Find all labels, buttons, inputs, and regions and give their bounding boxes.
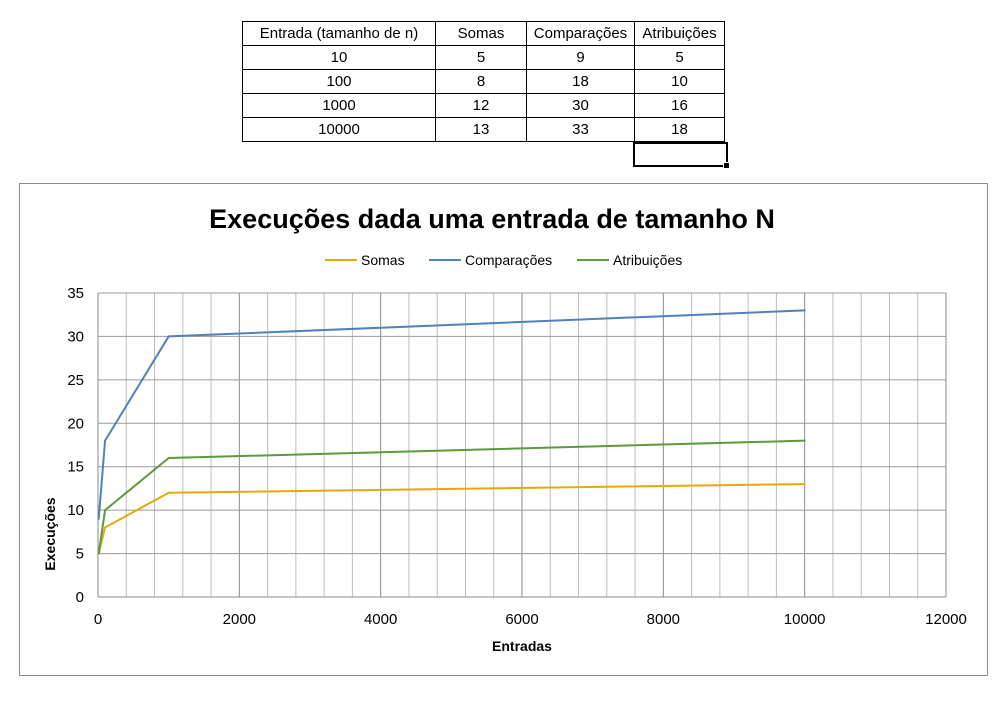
data-point[interactable]: [97, 517, 100, 520]
line-chart: Execuções dada uma entrada de tamanho N …: [42, 204, 967, 654]
table-cell[interactable]: 1000: [242, 93, 436, 118]
table-cell[interactable]: 8: [435, 69, 527, 94]
y-tick-label: 35: [67, 285, 84, 302]
y-tick-label: 30: [67, 328, 84, 345]
table-cell[interactable]: 33: [526, 117, 635, 142]
table-cell[interactable]: 30: [526, 93, 635, 118]
table-cell[interactable]: 12: [435, 93, 527, 118]
table-cell[interactable]: 16: [634, 93, 725, 118]
data-point[interactable]: [104, 526, 107, 529]
table-header-cell[interactable]: Atribuições: [634, 21, 725, 46]
table-row: 10 5 9 5: [242, 45, 725, 70]
table-header-cell[interactable]: Entrada (tamanho de n): [242, 21, 436, 46]
x-tick-label: 4000: [364, 611, 397, 628]
y-tick-label: 10: [67, 502, 84, 519]
x-axis-label: Entradas: [492, 638, 552, 654]
table-row: 100 8 18 10: [242, 69, 725, 94]
table-cell[interactable]: 13: [435, 117, 527, 142]
table-cell[interactable]: 5: [435, 45, 527, 70]
y-tick-label: 20: [67, 415, 84, 432]
legend-label: Atribuições: [613, 252, 682, 268]
y-tick-label: 0: [76, 589, 84, 606]
data-point[interactable]: [104, 439, 107, 442]
x-tick-label: 2000: [223, 611, 256, 628]
legend-label: Comparações: [465, 252, 552, 268]
data-table: Entrada (tamanho de n) Somas Comparações At…: [242, 21, 725, 142]
gridlines: [97, 292, 947, 598]
x-tick-label: 6000: [505, 611, 538, 628]
table-cell[interactable]: 10: [634, 69, 725, 94]
table-cell[interactable]: 18: [634, 117, 725, 142]
table-row: 1000 12 30 16: [242, 93, 725, 118]
fill-handle[interactable]: [723, 162, 730, 169]
data-point[interactable]: [167, 457, 170, 460]
x-tick-label: 8000: [647, 611, 680, 628]
x-tick-label: 12000: [925, 611, 967, 628]
series-line-atribuições[interactable]: [97, 439, 805, 554]
data-point[interactable]: [803, 439, 806, 442]
data-point[interactable]: [167, 335, 170, 338]
table-header-row: Entrada (tamanho de n) Somas Comparações At…: [242, 21, 725, 46]
data-point[interactable]: [97, 552, 100, 555]
data-point[interactable]: [803, 309, 806, 312]
table-row: 10000 13 33 18: [242, 117, 725, 142]
y-tick-label: 15: [67, 459, 84, 476]
table-cell[interactable]: 9: [526, 45, 635, 70]
data-point[interactable]: [803, 483, 806, 486]
tick-labels: 0 5 10 15 20 25 30 35 0 2000 4000 6000 8000 10000 1200…: [67, 285, 967, 628]
selected-cell[interactable]: [633, 142, 730, 169]
table-header-cell[interactable]: Comparações: [526, 21, 635, 46]
y-tick-label: 5: [76, 546, 84, 563]
chart-frame[interactable]: Execuções dada uma entrada de tamanho N …: [19, 183, 988, 676]
y-tick-label: 25: [67, 372, 84, 389]
series-lines: [97, 309, 806, 555]
table-header-cell[interactable]: Somas: [435, 21, 527, 46]
table-cell[interactable]: 100: [242, 69, 436, 94]
table-cell[interactable]: 10: [242, 45, 436, 70]
table-cell[interactable]: 10000: [242, 117, 436, 142]
x-tick-label: 10000: [784, 611, 826, 628]
table-cell[interactable]: 18: [526, 69, 635, 94]
data-point[interactable]: [167, 491, 170, 494]
series-line-comparações[interactable]: [97, 309, 805, 519]
data-point[interactable]: [104, 509, 107, 512]
series-line-somas[interactable]: [97, 483, 805, 554]
legend-label: Somas: [361, 252, 405, 268]
table-cell[interactable]: 5: [634, 45, 725, 70]
chart-title: Execuções dada uma entrada de tamanho N: [209, 204, 775, 234]
y-axis-label: Execuções: [42, 497, 58, 570]
legend: Somas Comparações Atribuições: [325, 252, 682, 268]
x-tick-label: 0: [94, 611, 102, 628]
